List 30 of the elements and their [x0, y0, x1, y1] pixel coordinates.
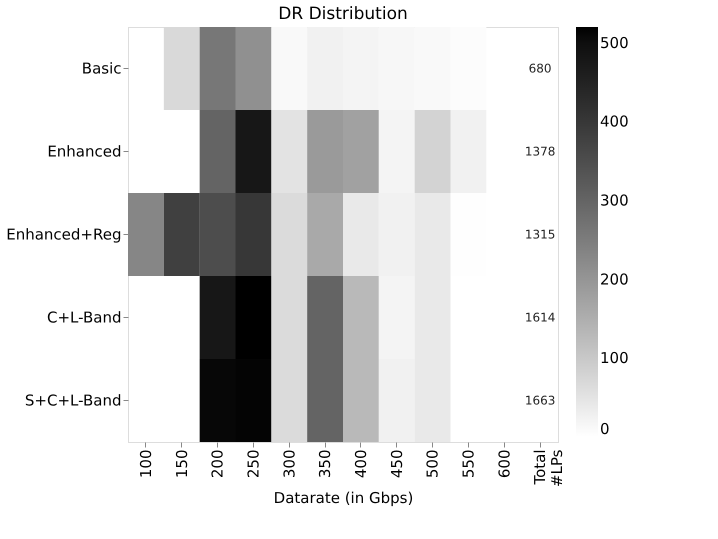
x-tick-label: 200 [208, 450, 227, 478]
text: 1614 [524, 310, 556, 324]
color-bar-label: 300 [600, 191, 629, 210]
color-bar-label: 0 [600, 420, 610, 438]
y-tick-label: Basic [82, 60, 122, 78]
text: 1315 [524, 228, 556, 242]
text: 680 [528, 62, 552, 76]
color-bar-label: 200 [600, 270, 629, 288]
x-tick-label: 250 [244, 450, 262, 478]
y-tick-label: Enhanced+Reg [6, 226, 122, 244]
x-tick-label: 300 [280, 450, 298, 478]
color-bar-label: 100 [600, 349, 629, 368]
x-tick-label: 100 [136, 450, 155, 478]
x-axis-title: Datarate (in Gbps) [274, 489, 414, 508]
y-tick-label: Enhanced [47, 142, 122, 160]
x-tick-label: 350 [316, 450, 334, 478]
y-tick-label: S+C+L-Band [24, 392, 122, 410]
x-tick-label: 400 [352, 450, 370, 478]
x-tick-label: 600 [495, 450, 514, 478]
y-tick-label: C+L-Band [46, 308, 122, 326]
x-tick-label: 550 [459, 450, 478, 478]
text: 1378 [524, 144, 556, 158]
x-tick-label: Total #LPs [531, 449, 566, 488]
chart-title: DR Distribution [278, 4, 408, 24]
x-tick-label: 450 [388, 450, 406, 478]
text: 1663 [524, 394, 556, 408]
x-tick-label: 500 [424, 450, 442, 478]
color-bar-label: 500 [600, 34, 629, 52]
color-bar-label: 400 [600, 112, 629, 131]
x-tick-label: 150 [172, 450, 191, 478]
